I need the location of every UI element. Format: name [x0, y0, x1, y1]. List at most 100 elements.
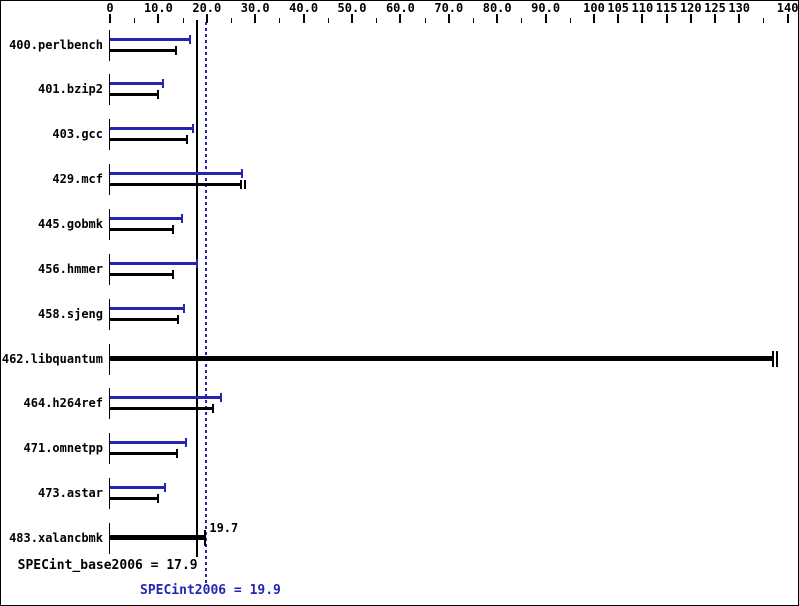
- axis-tick-label: 140: [776, 1, 799, 15]
- axis-major-tick: [157, 14, 160, 23]
- reference-line-peak-mean: [205, 22, 208, 583]
- benchmark-label: 471.omnetpp: [23, 441, 103, 456]
- benchmark-label: 483.xalancbmk: [9, 530, 103, 545]
- peak-bar: [110, 306, 185, 310]
- axis-minor-tick: [327, 18, 329, 23]
- combined-bar: [110, 355, 774, 361]
- row-bracket: [109, 343, 110, 375]
- row-bracket: [109, 29, 110, 61]
- axis-minor-tick: [763, 18, 765, 23]
- axis-tick-label: 10.0: [143, 1, 173, 15]
- base-bar-end-cap: [172, 224, 175, 234]
- axis-major-tick: [544, 14, 547, 23]
- base-bar: [110, 48, 176, 52]
- benchmark-label: 445.gobmk: [37, 216, 103, 231]
- base-bar: [110, 452, 177, 456]
- axis-major-tick: [641, 14, 644, 23]
- axis-major-tick: [738, 14, 741, 23]
- peak-bar: [110, 37, 191, 41]
- peak-bar-end-cap: [162, 79, 165, 89]
- benchmark-label: 464.h264ref: [23, 396, 103, 411]
- benchmark-label: 456.hmmer: [37, 261, 103, 276]
- base-bar-end-cap: [185, 135, 188, 145]
- row-bracket: [109, 433, 110, 465]
- axis-tick-label: 70.0: [434, 1, 464, 15]
- axis-major-tick: [714, 14, 716, 23]
- peak-bar-end-cap: [191, 124, 194, 134]
- row-bracket: [109, 253, 110, 285]
- base-bar-end-cap: [239, 180, 242, 190]
- base-bar-end-cap: [211, 404, 214, 414]
- peak-bar-end-cap: [183, 303, 186, 313]
- axis-major-tick: [593, 14, 595, 23]
- peak-bar: [110, 396, 222, 400]
- base-bar-end-cap: [174, 45, 177, 55]
- bar-end-cap: [772, 350, 775, 367]
- peak-bar-end-cap: [180, 213, 183, 223]
- peak-bar: [110, 82, 164, 86]
- axis-minor-tick: [473, 18, 474, 23]
- base-bar: [110, 183, 241, 187]
- base-bar-end-cap: [243, 180, 246, 190]
- base-bar-end-cap: [157, 90, 160, 100]
- benchmark-label: 462.libquantum: [1, 351, 103, 366]
- axis-major-tick: [205, 14, 208, 23]
- base-bar: [110, 272, 173, 276]
- axis-minor-tick: [182, 18, 184, 23]
- peak-bar: [110, 261, 197, 265]
- row-bracket: [109, 208, 110, 240]
- axis-major-tick: [617, 14, 620, 23]
- benchmark-label: 473.astar: [37, 486, 103, 501]
- axis-tick-label: 100: [583, 1, 605, 15]
- peak-bar-end-cap: [195, 258, 198, 268]
- axis-minor-tick: [569, 18, 571, 23]
- axis-tick-label: 20.0: [192, 1, 222, 15]
- axis-minor-tick: [424, 18, 426, 23]
- axis-major-tick: [447, 14, 450, 23]
- axis-minor-tick: [134, 18, 136, 23]
- row-bracket: [109, 478, 110, 510]
- base-bar-end-cap: [175, 449, 178, 459]
- axis-tick-label: 80.0: [482, 1, 512, 15]
- axis-minor-tick: [376, 18, 378, 23]
- axis-minor-tick: [279, 18, 281, 23]
- axis-tick-label: 60.0: [385, 1, 415, 15]
- benchmark-label: 429.mcf: [52, 172, 103, 187]
- peak-bar: [110, 216, 182, 220]
- peak-bar-end-cap: [189, 34, 192, 44]
- axis-major-tick: [302, 14, 305, 23]
- base-bar: [110, 497, 158, 501]
- axis-tick-label: 125: [704, 1, 726, 15]
- axis-tick-label: 120: [679, 1, 702, 15]
- axis-tick-label: 0: [106, 1, 114, 15]
- base-bar-end-cap: [156, 494, 159, 504]
- peak-bar-end-cap: [240, 169, 243, 179]
- axis-tick-label: 30.0: [240, 1, 270, 15]
- base-bar: [110, 93, 159, 97]
- reference-line-base-mean: [195, 20, 198, 557]
- axis-minor-tick: [231, 18, 232, 23]
- peak-bar-end-cap: [220, 393, 223, 403]
- axis-major-tick: [689, 14, 692, 23]
- axis-minor-tick: [521, 18, 523, 23]
- peak-bar: [110, 441, 186, 445]
- bar-end-cap: [204, 529, 207, 546]
- row-bracket: [109, 119, 110, 151]
- axis-major-tick: [786, 14, 789, 23]
- base-bar: [110, 138, 187, 142]
- axis-major-tick: [109, 14, 111, 23]
- base-bar: [110, 227, 174, 231]
- axis-tick-label: 40.0: [289, 1, 319, 15]
- row-bracket: [109, 298, 110, 330]
- base-bar-end-cap: [177, 314, 180, 324]
- peak-bar: [110, 127, 193, 131]
- axis-tick-label: 105: [607, 1, 630, 15]
- base-bar: [110, 407, 213, 411]
- combined-value-label: 19.7: [209, 520, 239, 535]
- axis-major-tick: [254, 14, 257, 23]
- row-bracket: [109, 522, 110, 554]
- peak-bar-end-cap: [184, 438, 187, 448]
- row-bracket: [109, 74, 110, 106]
- axis-tick-label: 90.0: [531, 1, 561, 15]
- axis-tick-label: 110: [631, 1, 654, 15]
